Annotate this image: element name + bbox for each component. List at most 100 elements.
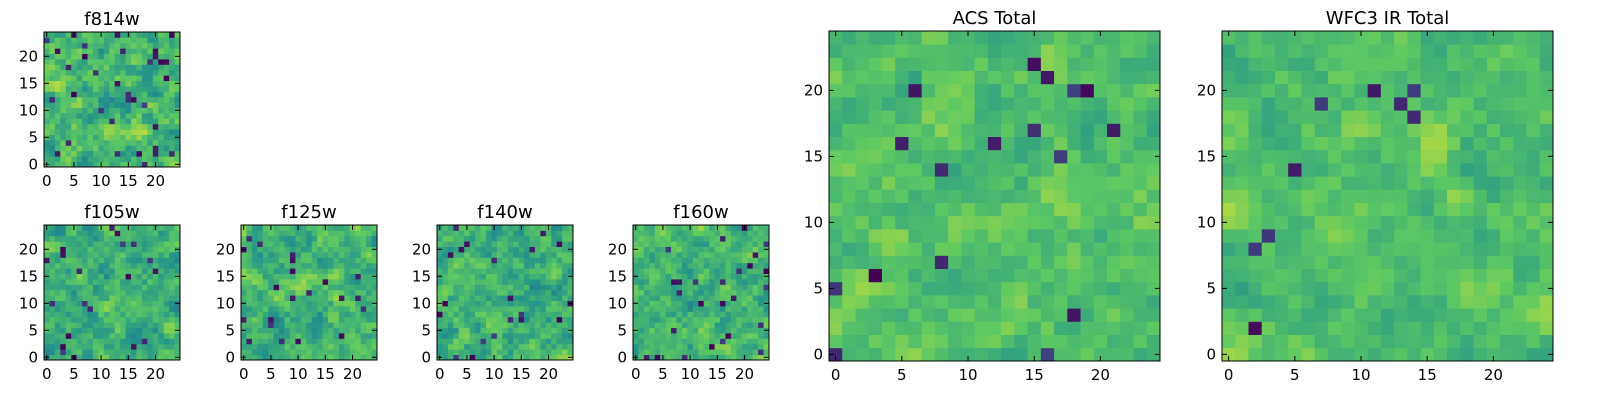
heatmap-cell [169, 32, 175, 38]
heatmap-cell [829, 215, 843, 230]
heatmap-cell [1513, 163, 1527, 177]
heatmap-cell [545, 295, 552, 301]
heatmap-cell [643, 279, 650, 285]
heatmap-cell [524, 252, 530, 258]
heatmap-cell [1460, 110, 1474, 124]
heatmap-cell [54, 118, 61, 125]
heatmap-cell [114, 235, 121, 242]
heatmap-cell [556, 295, 563, 301]
heatmap-cell [65, 289, 72, 296]
heatmap-cell [687, 349, 694, 355]
heatmap-cell [562, 349, 568, 355]
heatmap-cell [158, 102, 165, 108]
heatmap-cell [317, 273, 323, 280]
heatmap-cell [109, 349, 116, 355]
heatmap-cell [158, 289, 165, 296]
heatmap-cell [671, 230, 677, 237]
y-tick-label: 15 [608, 267, 627, 285]
heatmap-cell [665, 225, 672, 231]
heatmap-cell [169, 349, 175, 355]
heatmap-cell [747, 349, 754, 355]
heatmap-cell [453, 311, 460, 318]
heatmap-cell [284, 279, 291, 285]
heatmap-cell [76, 235, 83, 242]
heatmap-cell [1274, 136, 1289, 151]
heatmap-cell [344, 343, 351, 350]
heatmap-cell [1394, 110, 1408, 124]
heatmap-cell [458, 252, 465, 258]
heatmap-cell [76, 102, 83, 108]
heatmap-cell [76, 42, 83, 49]
heatmap-cell [1248, 123, 1263, 137]
heatmap-cell [1500, 242, 1514, 256]
heatmap-cell [65, 225, 72, 231]
heatmap-cell [730, 316, 737, 323]
heatmap-cell [344, 279, 351, 285]
heatmap-cell [491, 300, 498, 307]
heatmap-cell [246, 289, 253, 296]
heatmap-cell [1407, 215, 1421, 230]
heatmap-cell [131, 59, 137, 65]
heatmap-cell [114, 252, 121, 258]
heatmap-cell [317, 300, 323, 307]
heatmap-cell [1222, 70, 1236, 85]
heatmap-cell [842, 97, 856, 111]
heatmap-cell [120, 295, 126, 301]
y-tick-label: 15 [19, 74, 38, 92]
heatmap-cell [60, 134, 67, 141]
heatmap-cell [163, 262, 170, 269]
heatmap-cell [437, 257, 443, 264]
heatmap-cell [147, 123, 154, 130]
heatmap-cell [736, 241, 743, 247]
heatmap-cell [1394, 149, 1408, 164]
heatmap-cell [262, 354, 269, 361]
heatmap-cell [1080, 110, 1095, 124]
heatmap-cell [1001, 57, 1015, 71]
heatmap-cell [141, 338, 148, 345]
heatmap-cell [1341, 295, 1355, 309]
heatmap-cell [1539, 123, 1554, 137]
heatmap-cell [268, 338, 275, 345]
heatmap-cell [289, 306, 296, 312]
heatmap-cell [934, 163, 949, 177]
heatmap-cell [842, 321, 856, 335]
heatmap-cell [895, 31, 909, 45]
heatmap-cell [551, 284, 558, 291]
heatmap-cell [1040, 44, 1055, 58]
heatmap-cell [76, 300, 83, 307]
heatmap-cell [665, 252, 672, 258]
heatmap-cell [344, 257, 351, 264]
heatmap-cell [1222, 163, 1236, 177]
heatmap-cell [752, 354, 759, 361]
panel-title: f814w [84, 9, 139, 30]
heatmap-cell [524, 262, 530, 269]
heatmap-cell [82, 145, 88, 152]
heatmap-cell [758, 241, 764, 247]
heatmap-cell [1288, 281, 1302, 296]
heatmap-cell [295, 268, 302, 274]
heatmap-cell [752, 268, 759, 274]
heatmap-cell [71, 91, 78, 98]
heatmap-cell [1027, 202, 1042, 217]
heatmap-cell [300, 295, 307, 301]
heatmap-cell [974, 215, 989, 230]
heatmap-cell [709, 311, 715, 318]
heatmap-cell [306, 349, 313, 355]
heatmap-cell [1054, 123, 1068, 137]
heatmap-cell [257, 246, 264, 253]
heatmap-cell [1054, 70, 1068, 85]
heatmap-cell [458, 235, 465, 242]
heatmap-cell [551, 354, 558, 361]
heatmap-cell [268, 284, 275, 291]
heatmap-cell [1526, 295, 1541, 309]
heatmap-cell [87, 102, 94, 108]
heatmap-cell [268, 295, 275, 301]
heatmap-cell [974, 334, 989, 349]
heatmap-cell [1486, 31, 1501, 45]
heatmap-cell [1473, 83, 1488, 98]
heatmap-cell [87, 156, 94, 162]
heatmap-cell [328, 268, 334, 274]
heatmap-cell [1080, 176, 1095, 190]
heatmap-cell [1526, 136, 1541, 151]
heatmap-cell [322, 241, 329, 247]
